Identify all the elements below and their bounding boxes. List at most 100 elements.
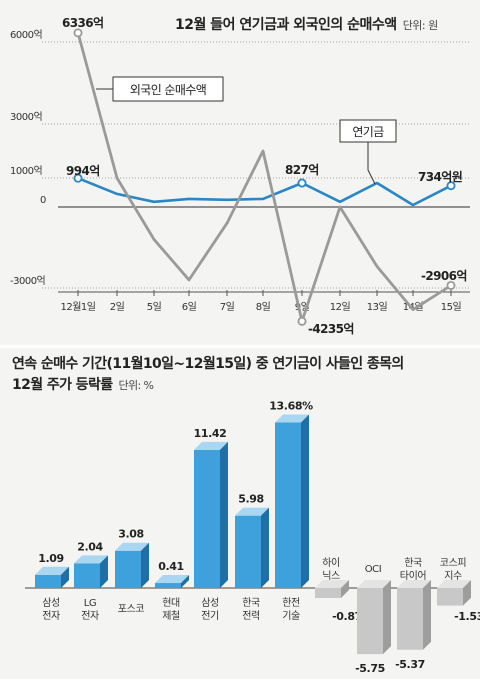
bar xyxy=(155,583,181,588)
bar-value-label: -1.53 xyxy=(454,610,480,623)
bar-side xyxy=(100,555,108,588)
category-label-line2: 기술 xyxy=(282,610,300,622)
legend-foreign-box xyxy=(112,76,224,102)
line-chart-unit: 단위: 원 xyxy=(402,19,439,32)
bar-top xyxy=(275,414,309,423)
x-tick-label: 12일 xyxy=(330,301,351,313)
category-label-line1: 하이 xyxy=(322,556,340,569)
bar-side xyxy=(141,542,149,588)
bar xyxy=(194,449,220,588)
category-label-line2: 닉스 xyxy=(322,570,340,582)
bar-top xyxy=(35,566,69,575)
y-tick-label: 3000억 xyxy=(10,111,42,123)
bar-value-label: -5.75 xyxy=(355,662,385,675)
legend-foreign-label: 외국인 순매수액 xyxy=(130,83,206,97)
category-label-line1: LG xyxy=(84,598,97,609)
bar-top xyxy=(235,507,269,516)
bar-top xyxy=(155,575,189,584)
bar-value-label: 5.98 xyxy=(238,493,264,506)
x-tick-label: 15일 xyxy=(441,301,462,313)
bar xyxy=(357,588,383,655)
bar xyxy=(35,574,61,588)
bar-top xyxy=(315,580,349,588)
category-label-line2: 전력 xyxy=(242,610,260,622)
pension-point xyxy=(73,173,83,183)
bar xyxy=(115,550,141,588)
bar-top xyxy=(74,555,108,564)
annotation-foreign-start: 6336억 xyxy=(62,16,103,30)
bar xyxy=(275,422,301,588)
bar-top xyxy=(397,580,431,588)
bar xyxy=(74,563,100,588)
category-label-line2: 전자 xyxy=(81,610,99,622)
x-tick-label: 2일 xyxy=(110,301,125,313)
x-tick-label: 7일 xyxy=(220,301,235,313)
pension-line xyxy=(77,176,452,207)
legend-pension-leader xyxy=(367,142,376,185)
annotation-pension-9: 827억 xyxy=(285,163,319,177)
category-label-line2: 제철 xyxy=(162,610,180,622)
pension-point xyxy=(297,178,307,188)
category-label-line1: 포스코 xyxy=(118,603,145,615)
bar-chart-unit: 단위: % xyxy=(118,379,155,392)
bar-side xyxy=(181,575,189,588)
category-label-line1: 삼성 xyxy=(42,597,60,609)
x-tick-label: 12월1일 xyxy=(61,301,96,313)
bar-value-label: 3.08 xyxy=(118,528,144,541)
y-tick-label: 6000억 xyxy=(10,29,42,41)
bar-chart-panel: 연속 순매수 기간(11월10일~12월15일) 중 연기금이 사들인 종목의 … xyxy=(0,348,480,675)
x-tick-label: 8일 xyxy=(256,301,271,313)
bar-top xyxy=(194,441,228,450)
foreign-line xyxy=(76,32,452,323)
bar-chart-title: 연속 순매수 기간(11월10일~12월15일) 중 연기금이 사들인 종목의 … xyxy=(12,354,404,396)
foreign-point xyxy=(297,316,307,326)
category-label-line1: 코스피 xyxy=(440,557,466,569)
bar xyxy=(437,588,463,606)
bar-chart-title-line1: 연속 순매수 기간(11월10일~12월15일) 중 연기금이 사들인 종목의 xyxy=(12,356,404,372)
bar-chart: 1.09삼성전자2.04LG전자3.08포스코0.41현대제철11.42삼성전기… xyxy=(25,399,480,675)
foreign-point xyxy=(446,280,456,290)
bar-side xyxy=(61,566,69,588)
line-chart-title: 12월 들어 연기금과 외국인의 순매수액 단위: 원 xyxy=(175,17,439,33)
category-label-line1: OCI xyxy=(365,564,382,575)
y-tick-label: -3000억 xyxy=(10,275,45,287)
bar-side xyxy=(423,580,431,650)
bar-top xyxy=(357,580,391,588)
bar-top xyxy=(115,542,149,551)
pension-point xyxy=(446,181,456,191)
annotation-pension-start: 994억 xyxy=(66,164,100,178)
bar xyxy=(235,515,261,588)
bar xyxy=(315,588,341,599)
category-label-line2: 전기 xyxy=(201,610,219,622)
bar-side xyxy=(341,580,349,599)
category-label-line1: 현대 xyxy=(162,597,180,609)
category-label-line1: 한전 xyxy=(282,597,300,609)
bar-value-label: 0.41 xyxy=(158,560,184,573)
bar-value-label: -5.37 xyxy=(395,658,425,671)
bar-value-label: 11.42 xyxy=(194,427,227,440)
annotation-pension-end: 734억원 xyxy=(418,170,462,184)
bar-value-label: 1.09 xyxy=(38,552,64,565)
category-label-line1: 한국 xyxy=(242,597,260,609)
category-label-line2: 타이어 xyxy=(400,570,426,582)
category-label-line1: 한국 xyxy=(404,557,422,569)
x-tick-label: 6일 xyxy=(182,301,197,313)
annotation-foreign-end: -2906억 xyxy=(421,269,467,283)
category-label-line2: 지수 xyxy=(444,570,462,582)
bar-side xyxy=(261,507,269,588)
annotation-foreign-min: -4235억 xyxy=(308,322,354,336)
bar-chart-title-line2: 12월 주가 등락률 xyxy=(12,377,113,393)
x-tick-label: 13일 xyxy=(367,301,388,313)
line-chart-panel: 12월 들어 연기금과 외국인의 순매수액 단위: 원 6000억 3000억 100… xyxy=(10,16,470,336)
bar-side xyxy=(220,441,228,588)
legend-pension-label: 연기금 xyxy=(352,125,384,139)
y-tick-label: 1000억 xyxy=(10,165,42,177)
x-tick-label: 5일 xyxy=(147,301,162,313)
y-tick-label: 0 xyxy=(40,195,46,206)
bar-value-label: 2.04 xyxy=(77,540,103,553)
panel-divider xyxy=(0,345,480,348)
foreign-point xyxy=(73,28,83,38)
bar-side xyxy=(463,580,471,606)
